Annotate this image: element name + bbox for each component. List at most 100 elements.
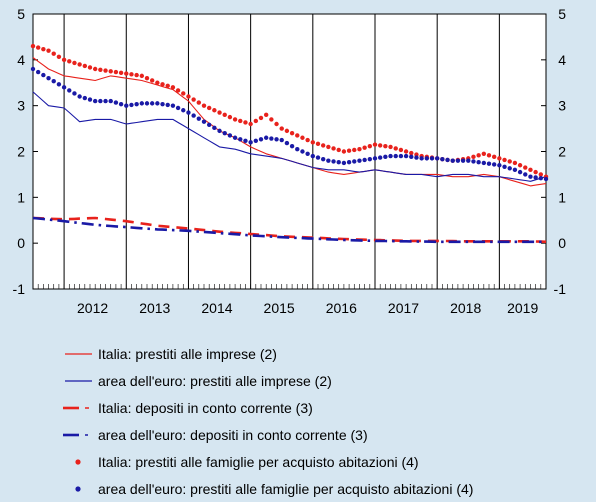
series-6-point [538, 176, 544, 181]
series-5-point [222, 112, 227, 118]
series-5-point [326, 144, 331, 150]
axis-ticks [32, 13, 547, 290]
series-6-point [383, 154, 388, 160]
series-6-point [295, 147, 300, 152]
series-5-point [35, 45, 41, 50]
series-5-point [51, 51, 56, 56]
series-5-point [538, 172, 544, 177]
legend-label: area dell'euro: depositi in conto corren… [98, 427, 368, 443]
y-tick-label-left: 2 [17, 144, 25, 160]
series-5-point [352, 147, 357, 153]
series-5-point [186, 94, 191, 99]
series-5-point [398, 147, 404, 153]
series-5-point [346, 148, 352, 153]
series-5-point [175, 88, 181, 93]
legend-label: Italia: prestiti alle imprese (2) [98, 346, 277, 362]
series-6-point [497, 163, 502, 168]
series-6-point [67, 88, 72, 93]
series-6-point [217, 128, 222, 134]
series-3-line [32, 216, 547, 244]
series-6-point [434, 156, 440, 161]
series-6-point [118, 101, 124, 107]
series-6-point [388, 153, 393, 159]
series-5-point [471, 154, 476, 160]
series-6-point [398, 153, 404, 159]
series-6-point [424, 156, 430, 161]
series-5-point [149, 78, 155, 83]
series-5-point [528, 167, 533, 173]
y-tick-label-right: 1 [558, 189, 566, 205]
series-5-point [310, 140, 316, 145]
series-5-point [67, 59, 72, 64]
series-5-point [476, 153, 481, 158]
series-5-point [191, 97, 196, 102]
series-5-point [497, 156, 502, 161]
series-5-point [320, 143, 326, 148]
series-6-point [419, 156, 424, 161]
legend: Italia: prestiti alle imprese (2) area de… [63, 346, 473, 497]
series-6-point [134, 101, 139, 107]
series-5-point [103, 68, 108, 73]
series-6-point [248, 140, 253, 145]
series-5-point [279, 126, 284, 131]
y-tick-label-right: -1 [554, 281, 567, 297]
series-5-point [372, 142, 378, 147]
series-6-point [30, 66, 36, 72]
series-6-point [476, 159, 481, 165]
series-6-point [35, 69, 41, 75]
series-5-point [414, 152, 419, 157]
series-5-point [170, 85, 176, 90]
series-6-point [305, 151, 310, 156]
series-5-point [72, 60, 77, 66]
series-5-point [77, 62, 82, 67]
series-6-point [206, 122, 212, 127]
series-5-point [388, 144, 393, 150]
series-6-point [512, 167, 518, 173]
series-6-point [263, 135, 269, 140]
series-5-point [362, 145, 367, 150]
series-5-point [118, 70, 124, 76]
series-6-point [191, 113, 196, 118]
series-5-point [502, 157, 507, 163]
series-5-point [274, 121, 279, 127]
series-5-point [486, 153, 492, 158]
series-6-point [284, 140, 290, 146]
series-6-point [409, 154, 414, 160]
series-5-point [217, 110, 222, 115]
series-5-point [134, 72, 139, 78]
series-5-point [165, 83, 170, 89]
series-5-point [393, 146, 398, 151]
y-tick-label-right: 4 [558, 52, 566, 68]
series-6-point [201, 119, 207, 124]
series-5-point [206, 105, 212, 111]
series-6-point [362, 157, 367, 163]
series-5-point [160, 82, 165, 87]
series-6-point [113, 100, 119, 105]
series-5-point [139, 73, 145, 79]
series-6-point [440, 156, 445, 162]
series-5-point [289, 130, 295, 136]
series-6-point [533, 175, 538, 180]
series-2-line [32, 91, 547, 182]
tick-labels: -1 -1 0 0 1 1 2 2 3 3 4 4 5 5 2012 2013 2014 2015 2016 2017… [13, 6, 567, 316]
series-6-point [87, 97, 93, 102]
series-6-point [129, 102, 134, 108]
y-tick-label-right: 5 [558, 6, 566, 22]
series-6-point [460, 158, 466, 163]
series-6-point [124, 103, 129, 108]
series-6-point [455, 158, 461, 163]
series-6-point [372, 156, 378, 161]
series-5-point [87, 65, 93, 70]
series-6-point [341, 160, 347, 166]
series-6-point [393, 153, 398, 159]
series-6-point [181, 108, 186, 113]
series-6-point [445, 157, 450, 163]
series-6-point [155, 101, 160, 106]
x-tick-label: 2018 [450, 300, 481, 316]
series-6-point [144, 101, 150, 106]
series-5-point [300, 135, 305, 140]
series-5-point [181, 91, 186, 96]
series-5-point [232, 117, 238, 122]
series-5-point [517, 163, 523, 168]
series-5-point [144, 75, 150, 81]
